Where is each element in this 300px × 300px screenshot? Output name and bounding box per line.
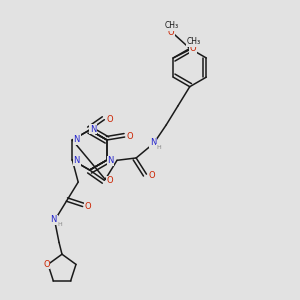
Text: O: O — [190, 44, 196, 53]
Text: N: N — [51, 215, 57, 224]
Text: N: N — [150, 138, 156, 147]
Text: O: O — [168, 28, 175, 37]
Text: N: N — [107, 156, 114, 165]
Text: N: N — [90, 124, 96, 134]
Text: O: O — [85, 202, 91, 211]
Text: H: H — [156, 145, 161, 150]
Text: N: N — [74, 135, 80, 144]
Text: CH₃: CH₃ — [164, 21, 178, 30]
Text: N: N — [74, 156, 80, 165]
Text: CH₃: CH₃ — [186, 37, 200, 46]
Text: O: O — [106, 176, 113, 185]
Text: O: O — [43, 260, 50, 268]
Text: H: H — [57, 222, 62, 227]
Text: O: O — [127, 132, 133, 141]
Text: O: O — [106, 115, 113, 124]
Text: O: O — [148, 171, 155, 180]
